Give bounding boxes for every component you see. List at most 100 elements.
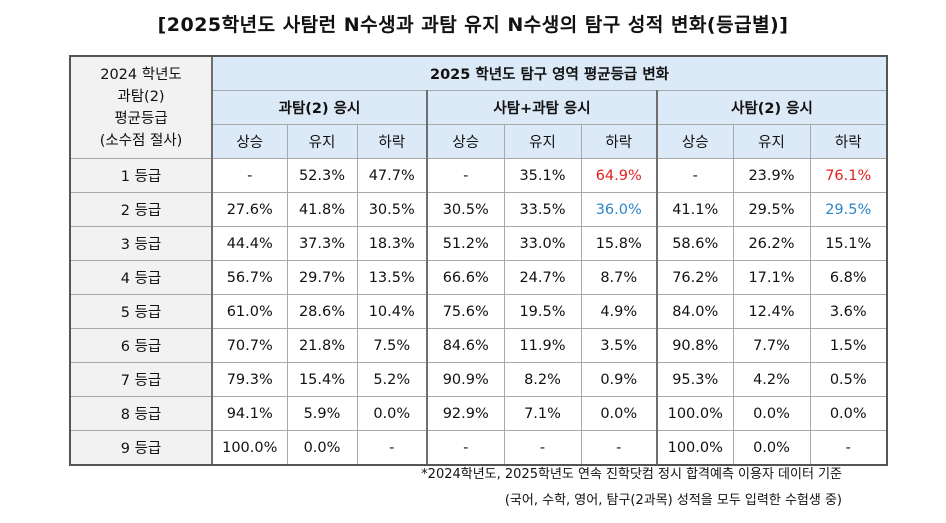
table-cell: 21.8% (286, 328, 358, 363)
table-cell: 51.2% (426, 226, 505, 261)
table-cell: 92.9% (426, 396, 505, 431)
table-cell: 0.0% (356, 396, 428, 431)
table-cell: 17.1% (732, 260, 811, 295)
table-cell: 11.9% (503, 328, 582, 363)
table-cell: 95.3% (656, 362, 734, 397)
table-cell: 64.9% (580, 158, 658, 193)
sub-header: 하락 (356, 124, 428, 159)
table-cell: 26.2% (732, 226, 811, 261)
table-cell: 27.6% (211, 192, 288, 227)
table-cell: 30.5% (426, 192, 505, 227)
table-cell: 15.4% (286, 362, 358, 397)
row-grade-label: 4 등급 (69, 260, 213, 295)
table-cell: 0.0% (732, 430, 811, 466)
table-cell: 90.8% (656, 328, 734, 363)
table-cell: 0.0% (286, 430, 358, 466)
table-cell: 66.6% (426, 260, 505, 295)
row-grade-label: 9 등급 (69, 430, 213, 466)
table-cell: 94.1% (211, 396, 288, 431)
table-cell: 35.1% (503, 158, 582, 193)
table-cell: 4.2% (732, 362, 811, 397)
grade-change-table: 2024 학년도 과탐(2) 평균등급 (소수점 절사) 2025 학년도 탐구… (69, 55, 888, 466)
table-cell: 12.4% (732, 294, 811, 329)
sub-header: 상승 (656, 124, 734, 159)
row-grade-label: 1 등급 (69, 158, 213, 193)
table-cell: 10.4% (356, 294, 428, 329)
table-cell: 100.0% (656, 396, 734, 431)
table-row: 7 등급 79.3% 15.4% 5.2% 90.9% 8.2% 0.9% 95.3% 4.2%… (69, 362, 888, 397)
table-row: 5 등급 61.0% 28.6% 10.4% 75.6% 19.5% 4.9% 84.0% 12… (69, 294, 888, 329)
sub-header: 하락 (809, 124, 888, 159)
row-grade-label: 7 등급 (69, 362, 213, 397)
table-cell: 29.7% (286, 260, 358, 295)
table-cell: 7.7% (732, 328, 811, 363)
table-cell: 61.0% (211, 294, 288, 329)
table-cell: 0.0% (809, 396, 888, 431)
table-cell: 5.9% (286, 396, 358, 431)
table-cell: 33.5% (503, 192, 582, 227)
page-title: [2025학년도 사탐런 N수생과 과탐 유지 N수생의 탐구 성적 변화(등급… (157, 14, 789, 36)
table-cell: 79.3% (211, 362, 288, 397)
table-cell: 23.9% (732, 158, 811, 193)
table-cell: 18.3% (356, 226, 428, 261)
table-cell: 29.5% (809, 192, 888, 227)
table-row: 2 등급 27.6% 41.8% 30.5% 30.5% 33.5% 36.0% 41.1% 2… (69, 192, 888, 227)
table-cell: 30.5% (356, 192, 428, 227)
table-cell: 37.3% (286, 226, 358, 261)
table-cell: 3.5% (580, 328, 658, 363)
table-cell: 24.7% (503, 260, 582, 295)
table-cell: 52.3% (286, 158, 358, 193)
group-header: 사탐+과탐 응시 (426, 90, 658, 125)
footnote-source: *2024학년도, 2025학년도 연속 진학닷컴 정시 합격예측 이용자 데이… (421, 467, 842, 482)
row-grade-label: 3 등급 (69, 226, 213, 261)
table-cell: 7.5% (356, 328, 428, 363)
table-row: 6 등급 70.7% 21.8% 7.5% 84.6% 11.9% 3.5% 90.8% 7.7… (69, 328, 888, 363)
row-grade-label: 2 등급 (69, 192, 213, 227)
sub-header: 하락 (580, 124, 658, 159)
sub-header: 상승 (211, 124, 288, 159)
table-cell: - (426, 430, 505, 466)
table-cell: 41.1% (656, 192, 734, 227)
table-cell: - (656, 158, 734, 193)
sub-header: 유지 (732, 124, 811, 159)
corner-line: 과탐(2) (117, 88, 165, 105)
table-cell: 70.7% (211, 328, 288, 363)
table-cell: 47.7% (356, 158, 428, 193)
table-cell: 58.6% (656, 226, 734, 261)
table-cell: 1.5% (809, 328, 888, 363)
table-cell: 19.5% (503, 294, 582, 329)
row-grade-label: 5 등급 (69, 294, 213, 329)
table-cell: 75.6% (426, 294, 505, 329)
table-cell: 84.0% (656, 294, 734, 329)
main-header: 2025 학년도 탐구 영역 평균등급 변화 (211, 55, 888, 91)
table-cell: 90.9% (426, 362, 505, 397)
table-cell: 15.1% (809, 226, 888, 261)
table-cell: 84.6% (426, 328, 505, 363)
table-cell: 8.7% (580, 260, 658, 295)
table-cell: - (580, 430, 658, 466)
table-cell: 0.9% (580, 362, 658, 397)
table-cell: 56.7% (211, 260, 288, 295)
table-cell: 76.1% (809, 158, 888, 193)
table-row: 1 등급 -52.3% 47.7% -35.1% 64.9% -23.9% 76.1% (69, 158, 888, 193)
table-cell: - (426, 158, 505, 193)
group-header: 과탐(2) 응시 (211, 90, 428, 125)
table-cell: 15.8% (580, 226, 658, 261)
table-cell: 28.6% (286, 294, 358, 329)
sub-header: 상승 (426, 124, 505, 159)
table-cell: - (503, 430, 582, 466)
table-cell: 36.0% (580, 192, 658, 227)
corner-line: (소수점 절사) (99, 132, 183, 149)
table-cell: - (356, 430, 428, 466)
table-cell: - (809, 430, 888, 466)
footnote-condition: (국어, 수학, 영어, 탐구(2과목) 성적을 모두 입력한 수험생 중) (504, 493, 842, 508)
table-row: 3 등급 44.4% 37.3% 18.3% 51.2% 33.0% 15.8% 58.6% 2… (69, 226, 888, 261)
corner-line: 평균등급 (114, 110, 168, 127)
table-cell: 0.0% (580, 396, 658, 431)
group-header: 사탐(2) 응시 (656, 90, 888, 125)
table-cell: 7.1% (503, 396, 582, 431)
row-grade-label: 8 등급 (69, 396, 213, 431)
table-cell: - (211, 158, 288, 193)
table-row: 8 등급 94.1% 5.9% 0.0% 92.9% 7.1% 0.0% 100.0% 0.0%… (69, 396, 888, 431)
table-cell: 4.9% (580, 294, 658, 329)
